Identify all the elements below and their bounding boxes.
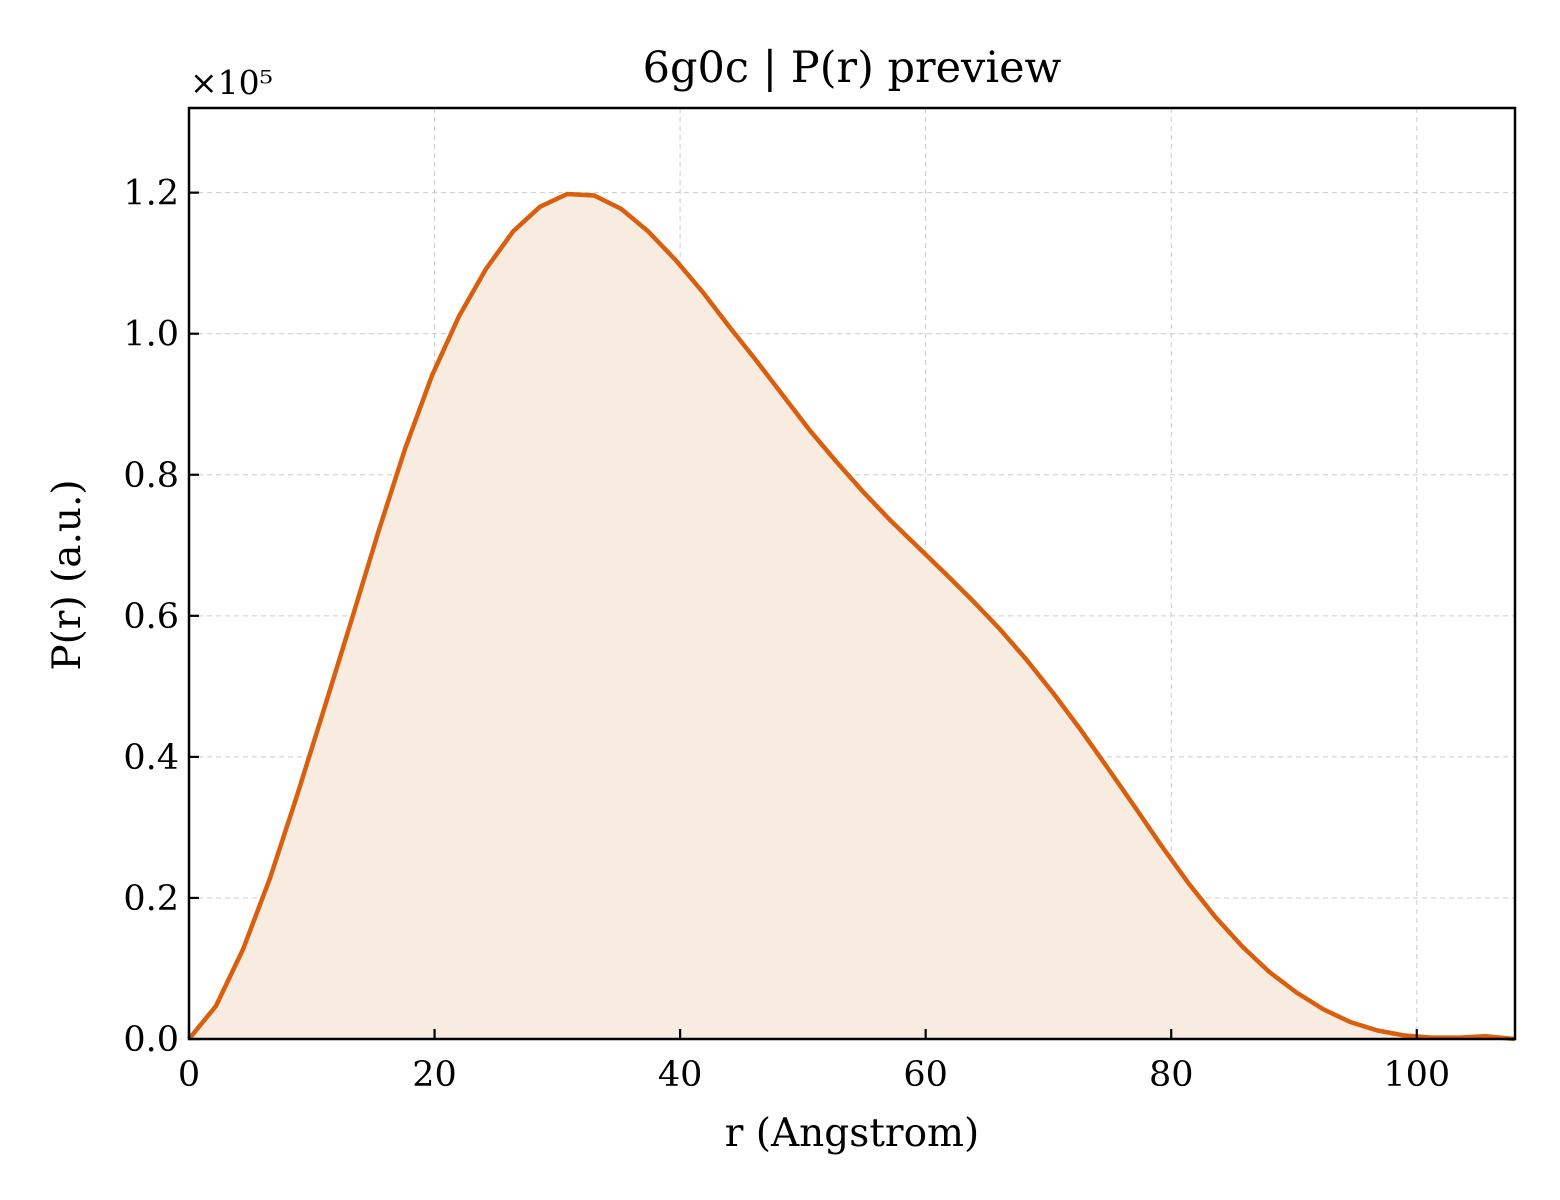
- y-axis-label: P(r) (a.u.): [45, 479, 90, 670]
- x-tick-label: 80: [1149, 1055, 1194, 1095]
- x-tick-label: 20: [412, 1055, 457, 1095]
- x-tick-label: 40: [658, 1055, 703, 1095]
- x-tick-label: 0: [178, 1055, 200, 1095]
- y-tick-label: 0.8: [123, 456, 179, 496]
- y-axis-ticks: 0.0 0.2 0.4 0.6 0.8 1.0 1.2: [123, 174, 199, 1060]
- x-tick-label: 100: [1383, 1055, 1450, 1095]
- plot-frame: [187, 106, 1517, 1041]
- y-tick-label: 0.4: [123, 738, 179, 778]
- y-scale-note: ×10⁵: [190, 63, 273, 102]
- x-tick-label: 60: [903, 1055, 948, 1095]
- chart-title: 6g0c | P(r) preview: [643, 43, 1062, 93]
- x-axis-ticks: 0 20 40 60 80 100: [178, 1029, 1450, 1095]
- pr-curve: [187, 191, 1516, 1042]
- y-tick-label: 0.0: [123, 1020, 179, 1060]
- x-axis-label: r (Angstrom): [725, 1111, 980, 1156]
- y-tick-label: 1.0: [123, 315, 179, 355]
- y-tick-label: 0.2: [123, 879, 179, 919]
- pr-area-fill: [189, 194, 1515, 1039]
- y-tick-label: 1.2: [123, 174, 179, 214]
- y-tick-label: 0.6: [123, 597, 179, 637]
